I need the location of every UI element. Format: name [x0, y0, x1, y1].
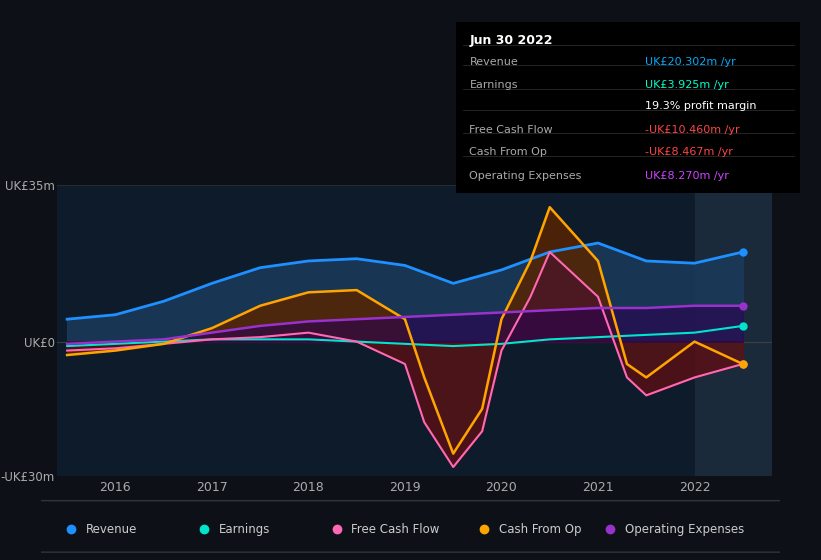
Text: Revenue: Revenue	[470, 57, 518, 67]
Text: 19.3% profit margin: 19.3% profit margin	[645, 101, 757, 111]
Text: Free Cash Flow: Free Cash Flow	[351, 522, 440, 536]
Text: Jun 30 2022: Jun 30 2022	[470, 34, 553, 48]
Text: Free Cash Flow: Free Cash Flow	[470, 125, 553, 135]
Text: UK£8.270m /yr: UK£8.270m /yr	[645, 171, 729, 181]
Text: UK£3.925m /yr: UK£3.925m /yr	[645, 81, 729, 91]
Text: Earnings: Earnings	[470, 81, 518, 91]
Text: Operating Expenses: Operating Expenses	[625, 522, 744, 536]
Text: UK£20.302m /yr: UK£20.302m /yr	[645, 57, 736, 67]
Text: Revenue: Revenue	[85, 522, 137, 536]
Text: Operating Expenses: Operating Expenses	[470, 171, 582, 181]
Text: Cash From Op: Cash From Op	[470, 147, 548, 157]
Text: Earnings: Earnings	[218, 522, 270, 536]
Text: Cash From Op: Cash From Op	[499, 522, 581, 536]
Text: -UK£10.460m /yr: -UK£10.460m /yr	[645, 125, 740, 135]
Bar	[695, 185, 772, 476]
Text: -UK£8.467m /yr: -UK£8.467m /yr	[645, 147, 733, 157]
